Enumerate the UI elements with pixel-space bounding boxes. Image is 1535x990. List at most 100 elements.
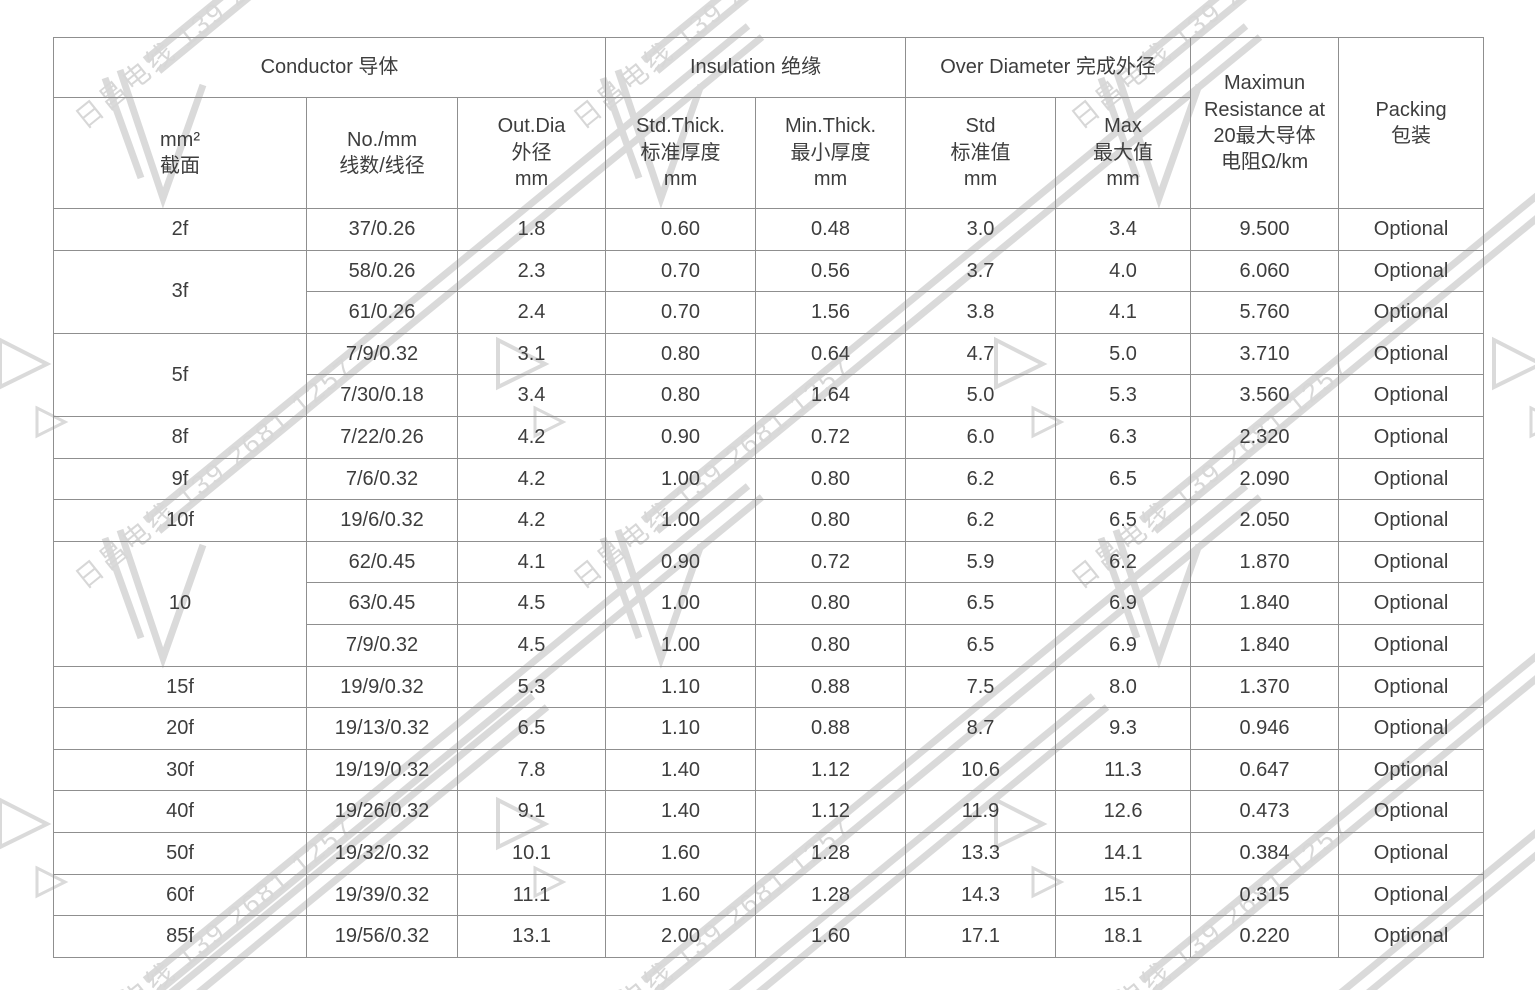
value-cell: Optional xyxy=(1338,915,1485,958)
size-cell: 10 xyxy=(53,540,307,667)
value-cell: 19/19/0.32 xyxy=(306,748,458,792)
value-cell: 0.60 xyxy=(605,208,757,251)
value-cell: Optional xyxy=(1338,249,1485,293)
value-cell: 0.56 xyxy=(755,249,907,293)
value-cell: 3.560 xyxy=(1190,374,1340,417)
header-size: mm² 截面 xyxy=(53,97,307,209)
header-overdiameter-group: Over Diameter 完成外径 xyxy=(905,37,1192,98)
value-cell: 0.72 xyxy=(755,540,907,584)
value-cell: 0.80 xyxy=(755,499,907,542)
size-cell: 3f xyxy=(53,249,307,334)
value-cell: 14.1 xyxy=(1055,831,1192,875)
value-cell: 7/6/0.32 xyxy=(306,457,458,501)
value-cell: 1.28 xyxy=(755,831,907,875)
value-cell: 1.840 xyxy=(1190,582,1340,625)
value-cell: Optional xyxy=(1338,623,1485,667)
value-cell: 3.7 xyxy=(905,249,1057,293)
header-std-thick: Std.Thick. 标准厚度 mm xyxy=(605,97,757,209)
header-packing: Packing 包装 xyxy=(1338,37,1485,209)
value-cell: 4.5 xyxy=(456,623,607,667)
header-no-mm: No./mm 线数/线径 xyxy=(306,97,458,209)
value-cell: 1.370 xyxy=(1190,665,1340,709)
value-cell: 4.2 xyxy=(456,457,607,501)
value-cell: 63/0.45 xyxy=(306,582,458,625)
table-row: 40f 19/26/0.32 9.1 1.40 1.12 11.9 12.6 0.473 Opt… xyxy=(53,790,1485,833)
value-cell: 2.3 xyxy=(456,249,607,293)
value-cell: 0.88 xyxy=(755,707,907,750)
value-cell: Optional xyxy=(1338,831,1485,875)
value-cell: 4.0 xyxy=(1055,249,1192,293)
value-cell: Optional xyxy=(1338,457,1485,501)
table-row: 3f 58/0.26 2.3 0.70 0.56 3.7 4.0 6.060 Optional xyxy=(53,249,1485,334)
value-cell: 7/9/0.32 xyxy=(306,332,458,376)
value-cell: Optional xyxy=(1338,374,1485,417)
table-row: 61/0.26 2.4 0.70 1.56 3.8 4.1 5.760 Optional xyxy=(54,291,1485,334)
value-cell: 7.5 xyxy=(905,665,1057,709)
value-cell: 1.00 xyxy=(605,499,757,542)
value-cell: 9.3 xyxy=(1055,707,1192,750)
value-cell: 6.3 xyxy=(1055,415,1192,459)
value-cell: 5.3 xyxy=(1055,374,1192,417)
value-cell: Optional xyxy=(1338,208,1485,251)
watermark-logo-shapes xyxy=(1494,26,1535,658)
header-insulation-group: Insulation 绝缘 xyxy=(605,37,907,98)
value-cell: 17.1 xyxy=(905,915,1057,958)
value-cell: Optional xyxy=(1338,873,1485,917)
value-cell: Optional xyxy=(1338,540,1485,584)
value-cell: 4.1 xyxy=(456,540,607,584)
value-cell: 6.5 xyxy=(1055,457,1192,501)
value-cell: 0.90 xyxy=(605,540,757,584)
value-cell: 6.5 xyxy=(456,707,607,750)
value-cell: 6.9 xyxy=(1055,623,1192,667)
value-cell: 0.90 xyxy=(605,415,757,459)
value-cell: 0.48 xyxy=(755,208,907,251)
value-cell: 1.00 xyxy=(605,623,757,667)
table-row: 50f 19/32/0.32 10.1 1.60 1.28 13.3 14.1 0.384 Op… xyxy=(53,831,1485,875)
value-cell: 1.56 xyxy=(755,291,907,334)
value-cell: 0.80 xyxy=(755,623,907,667)
value-cell: 7/9/0.32 xyxy=(306,623,458,667)
value-cell: 0.70 xyxy=(605,249,757,293)
value-cell: 6.9 xyxy=(1055,582,1192,625)
value-cell: 0.384 xyxy=(1190,831,1340,875)
value-cell: 0.70 xyxy=(605,291,757,334)
value-cell: 7/30/0.18 xyxy=(306,374,458,417)
value-cell: 14.3 xyxy=(905,873,1057,917)
value-cell: 6.0 xyxy=(905,415,1057,459)
size-cell: 30f xyxy=(53,748,307,792)
value-cell: 1.840 xyxy=(1190,623,1340,667)
value-cell: 6.060 xyxy=(1190,249,1340,293)
value-cell: 8.0 xyxy=(1055,665,1192,709)
value-cell: 2.090 xyxy=(1190,457,1340,501)
value-cell: 3.1 xyxy=(456,332,607,376)
value-cell: 3.0 xyxy=(905,208,1057,251)
value-cell: 6.2 xyxy=(905,457,1057,501)
table-row: 8f 7/22/0.26 4.2 0.90 0.72 6.0 6.3 2.320 Optiona… xyxy=(53,415,1485,459)
value-cell: 15.1 xyxy=(1055,873,1192,917)
value-cell: 0.64 xyxy=(755,332,907,376)
value-cell: 1.8 xyxy=(456,208,607,251)
value-cell: 0.315 xyxy=(1190,873,1340,917)
value-cell: 6.5 xyxy=(905,623,1057,667)
value-cell: Optional xyxy=(1338,332,1485,376)
value-cell: 1.12 xyxy=(755,790,907,833)
value-cell: 10.1 xyxy=(456,831,607,875)
table-row: 60f 19/39/0.32 11.1 1.60 1.28 14.3 15.1 0.315 Op… xyxy=(53,873,1485,917)
header-od-std: Std 标准值 mm xyxy=(905,97,1057,209)
value-cell: 7/22/0.26 xyxy=(306,415,458,459)
value-cell: 1.28 xyxy=(755,873,907,917)
value-cell: 18.1 xyxy=(1055,915,1192,958)
value-cell: 1.10 xyxy=(605,665,757,709)
value-cell: 1.10 xyxy=(605,707,757,750)
size-cell: 50f xyxy=(53,831,307,875)
spec-table: Conductor 导体 Insulation 绝缘 Over Diameter… xyxy=(52,37,1485,958)
value-cell: 13.3 xyxy=(905,831,1057,875)
value-cell: 6.5 xyxy=(905,582,1057,625)
value-cell: 4.1 xyxy=(1055,291,1192,334)
value-cell: 0.72 xyxy=(755,415,907,459)
size-cell: 15f xyxy=(53,665,307,709)
value-cell: 5.760 xyxy=(1190,291,1340,334)
value-cell: 1.12 xyxy=(755,748,907,792)
value-cell: 3.4 xyxy=(456,374,607,417)
value-cell: 3.4 xyxy=(1055,208,1192,251)
